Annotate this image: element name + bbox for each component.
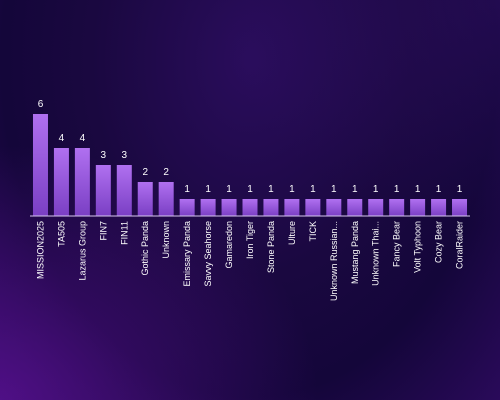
- category-label: Gamaredon: [224, 221, 234, 269]
- category-label: Fancy Bear: [392, 221, 402, 267]
- data-labels: 6 4 4 3 3 2 2 1 1 1 1 1 1 1 1 1 1 1 1 1 1: [38, 99, 463, 195]
- bar: [53, 148, 69, 216]
- category-label: Unknown: [161, 221, 171, 259]
- category-label: TA505: [56, 221, 66, 247]
- category-label: Mustang Panda: [350, 221, 360, 284]
- data-label: 1: [415, 184, 421, 195]
- data-label: 1: [436, 184, 442, 195]
- data-label: 4: [59, 133, 65, 144]
- data-label: 1: [310, 184, 316, 195]
- bar: [347, 199, 363, 216]
- category-label: Volt Typhoon: [413, 221, 423, 273]
- bar: [410, 199, 426, 216]
- category-label: Cozy Bear: [434, 221, 444, 263]
- bar-series: [32, 114, 468, 216]
- bar: [116, 165, 132, 216]
- data-label: 1: [289, 184, 295, 195]
- bar: [32, 114, 48, 216]
- data-label: 1: [247, 184, 253, 195]
- data-label: 1: [352, 184, 358, 195]
- data-label: 4: [80, 133, 86, 144]
- bar: [95, 165, 111, 216]
- bar: [74, 148, 90, 216]
- bar: [431, 199, 447, 216]
- category-label: Gothic Panda: [140, 221, 150, 276]
- data-label: 3: [101, 150, 107, 161]
- category-label: Unknown Thai...: [371, 221, 381, 286]
- data-label: 2: [142, 167, 148, 178]
- data-label: 1: [184, 184, 190, 195]
- data-label: 2: [163, 167, 169, 178]
- bar: [137, 182, 153, 216]
- bar: [179, 199, 195, 216]
- bar: [242, 199, 258, 216]
- bar: [452, 199, 468, 216]
- data-label: 1: [226, 184, 232, 195]
- bar: [221, 199, 237, 216]
- category-labels: MISSION2025 TA505 Lazarus Group FIN7 FIN11 Go…: [35, 221, 464, 301]
- category-label: Savvy Seahorse: [203, 221, 213, 287]
- data-label: 1: [268, 184, 274, 195]
- category-label: FIN11: [119, 221, 129, 245]
- bar: [368, 199, 384, 216]
- bar: [389, 199, 405, 216]
- data-label: 1: [457, 184, 463, 195]
- category-label: FIN7: [98, 221, 108, 241]
- category-label: Ulture: [287, 221, 297, 245]
- data-label: 6: [38, 99, 44, 110]
- category-label: Stone Panda: [266, 221, 276, 273]
- bar: [326, 199, 342, 216]
- category-label: CoralRaider: [455, 221, 465, 269]
- category-label: Emissary Panda: [182, 221, 192, 287]
- data-label: 1: [373, 184, 379, 195]
- bar: [305, 199, 321, 216]
- category-label: MISSION2025: [35, 221, 45, 279]
- bar: [284, 199, 300, 216]
- bar: [263, 199, 279, 216]
- category-label: Iron Tiger: [245, 221, 255, 259]
- bar: [200, 199, 216, 216]
- data-label: 1: [394, 184, 400, 195]
- bar: [158, 182, 174, 216]
- data-label: 1: [205, 184, 211, 195]
- category-label: Unknown Russian...: [329, 221, 339, 301]
- category-label: Lazarus Group: [77, 221, 87, 281]
- data-label: 1: [331, 184, 337, 195]
- data-label: 3: [122, 150, 128, 161]
- category-label: TICK: [308, 221, 318, 242]
